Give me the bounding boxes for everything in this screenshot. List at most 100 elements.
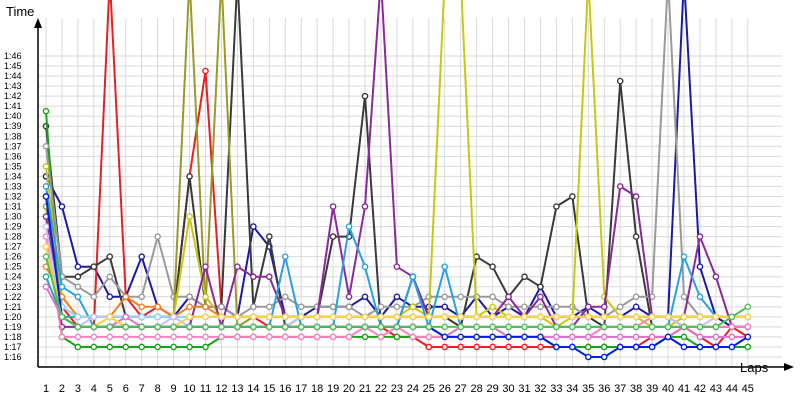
data-point [361,313,369,321]
data-point [616,343,624,351]
data-point [728,333,736,341]
data-point [441,343,449,351]
data-point [345,303,353,311]
data-point [250,333,257,341]
x-tick-label: 25 [423,383,435,395]
x-tick-label: 29 [486,383,498,395]
data-point [361,92,369,100]
data-point [728,313,736,321]
data-point [600,343,608,351]
data-point [632,293,640,301]
y-tick-label: 1:36 [4,151,22,161]
y-tick-label: 1:28 [4,232,22,242]
data-point [281,253,289,260]
data-point [441,293,449,301]
data-point [202,333,209,341]
x-tick-label: 44 [726,383,738,395]
data-point [425,333,433,341]
data-point [218,313,225,321]
data-point [632,333,640,341]
data-point [186,313,193,321]
data-point [281,333,289,341]
data-point [297,303,305,311]
x-tick-label: 14 [247,383,259,395]
x-tick-label: 3 [75,383,81,395]
x-tick-label: 19 [327,383,339,395]
y-tick-label: 1:34 [4,171,22,181]
x-tick-label: 31 [518,383,530,395]
x-tick-label: 17 [295,383,307,395]
data-point [489,313,496,321]
data-point [537,293,544,301]
data-point [600,313,608,321]
x-tick-label: 33 [550,383,562,395]
data-point [281,323,289,331]
data-point [90,293,98,301]
data-point [616,313,624,321]
data-point [297,333,305,341]
y-tick-label: 1:23 [4,282,22,292]
data-point [265,323,273,331]
data-point [377,323,385,331]
data-point [313,333,321,341]
x-tick-label: 34 [566,383,578,395]
data-point [425,313,433,321]
data-point [186,343,193,351]
data-point [521,333,528,341]
data-point [234,323,241,331]
x-tick-label: 41 [678,383,690,395]
data-point [154,333,161,341]
x-tick-label: 15 [263,383,275,395]
data-point [537,303,544,311]
data-point [42,163,50,170]
x-tick-label: 6 [123,383,129,395]
data-point [664,333,672,341]
data-point [265,313,273,321]
data-point [473,323,480,331]
data-point [521,313,528,321]
data-point [648,313,656,321]
data-point [74,283,82,291]
y-tick-label: 1:29 [4,222,22,232]
data-point [648,323,656,331]
data-point [728,343,736,351]
x-tick-label: 36 [598,383,610,395]
data-point [393,313,401,321]
data-point [361,263,369,271]
x-tick-label: 27 [455,383,467,395]
y-tick-label: 1:25 [4,262,22,272]
data-point [409,313,417,321]
data-point [361,293,369,301]
data-point [345,333,353,341]
data-point [106,343,114,351]
data-point [600,323,608,331]
data-point [457,333,465,341]
data-point [473,343,480,351]
data-point [712,333,720,341]
data-point [521,273,528,281]
data-point [361,333,369,341]
data-point [377,333,385,341]
data-point [186,323,193,331]
data-point [186,293,193,301]
y-tick-label: 1:33 [4,181,22,191]
data-point [202,67,209,75]
data-point [441,313,449,321]
data-point [170,343,177,351]
data-point [345,323,353,331]
data-point [680,343,688,351]
y-tick-label: 1:31 [4,202,22,212]
data-point [728,323,736,331]
data-point [377,313,385,321]
data-point [696,333,704,341]
y-tick-label: 1:24 [4,272,22,282]
data-point [600,303,608,311]
data-point [616,303,624,311]
data-point [170,323,177,331]
data-point [505,303,512,311]
data-point [186,333,193,341]
x-tick-label: 24 [407,383,419,395]
data-point [106,293,114,301]
data-point [505,313,512,321]
data-point [138,343,145,351]
